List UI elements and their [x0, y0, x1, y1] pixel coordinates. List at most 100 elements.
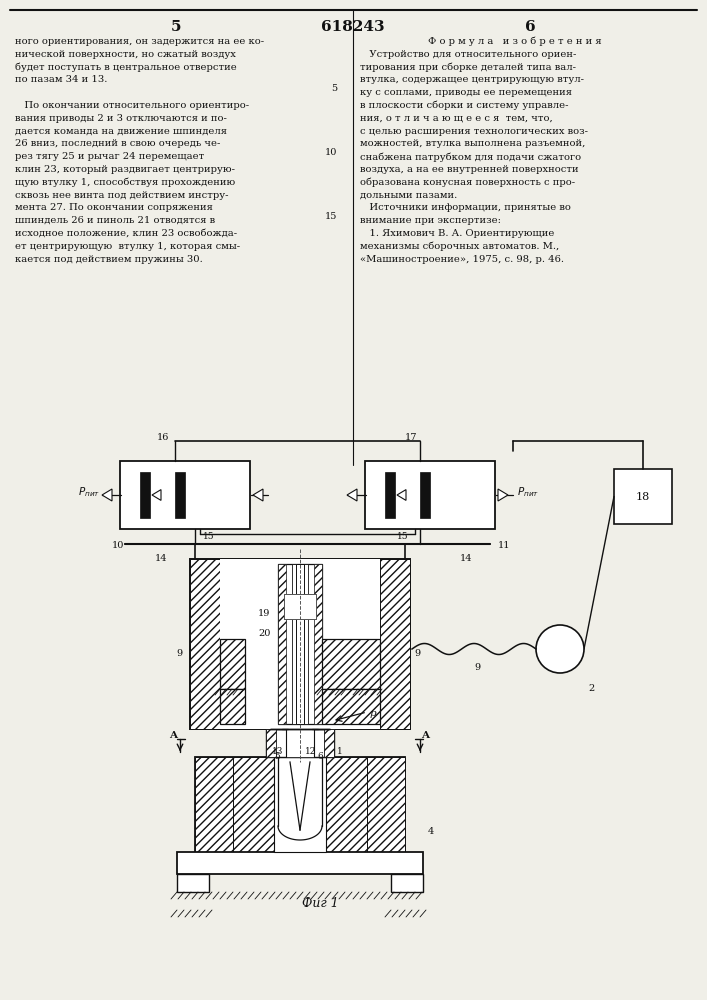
Text: ния, о т л и ч а ю щ е е с я  тем, что,: ния, о т л и ч а ю щ е е с я тем, что, [360, 114, 553, 123]
Polygon shape [152, 490, 161, 500]
Bar [195, 757, 233, 852]
Text: По окончании относительного ориентиро-: По окончании относительного ориентиро- [15, 101, 249, 110]
Text: 26 вниз, последний в свою очередь че-: 26 вниз, последний в свою очередь че- [15, 139, 221, 148]
Circle shape [536, 625, 584, 673]
Text: будет поступать в центральное отверстие: будет поступать в центральное отверстие [15, 63, 237, 72]
Text: дольными пазами.: дольными пазами. [360, 191, 457, 200]
Text: мента 27. По окончании сопряжения: мента 27. По окончании сопряжения [15, 203, 213, 212]
Bar [278, 564, 286, 724]
Bar [292, 564, 308, 724]
Text: 5: 5 [274, 752, 280, 761]
Text: вания приводы 2 и 3 отключаются и по-: вания приводы 2 и 3 отключаются и по- [15, 114, 227, 123]
Text: втулка, содержащее центрирующую втул-: втулка, содержащее центрирующую втул- [360, 75, 584, 84]
Text: 5: 5 [171, 20, 181, 34]
Text: 15: 15 [203, 532, 215, 541]
Bar [367, 757, 405, 852]
Text: 2: 2 [588, 684, 595, 693]
Bar [175, 472, 185, 518]
Text: Фиг 1: Фиг 1 [302, 897, 339, 910]
Bar [365, 461, 495, 529]
Text: 9: 9 [414, 649, 420, 658]
Bar [190, 559, 410, 729]
Text: 14: 14 [460, 554, 472, 563]
Bar [284, 594, 316, 619]
Text: в плоскости сборки и систему управле-: в плоскости сборки и систему управле- [360, 101, 568, 110]
Text: механизмы сборочных автоматов. М.,: механизмы сборочных автоматов. М., [360, 242, 559, 251]
Bar [614, 469, 672, 524]
Bar [420, 472, 430, 518]
Polygon shape [274, 757, 278, 852]
Text: сквозь нее винта под действием инстру-: сквозь нее винта под действием инстру- [15, 191, 228, 200]
Bar [391, 874, 423, 892]
Text: 19: 19 [258, 609, 270, 618]
Bar [322, 689, 380, 724]
Bar [284, 594, 316, 619]
Bar [326, 757, 367, 852]
Bar [220, 559, 380, 729]
Bar [322, 639, 380, 689]
Polygon shape [322, 757, 326, 852]
Text: внимание при экспертизе:: внимание при экспертизе: [360, 216, 501, 225]
Bar [140, 472, 150, 518]
Text: исходное положение, клин 23 освобожда-: исходное положение, клин 23 освобожда- [15, 229, 237, 238]
Text: дается команда на движение шпинделя: дается команда на движение шпинделя [15, 127, 227, 136]
Text: $M_1$: $M_1$ [552, 640, 568, 654]
Text: воздуха, а на ее внутренней поверхности: воздуха, а на ее внутренней поверхности [360, 165, 578, 174]
Text: 618243: 618243 [321, 20, 385, 34]
Text: $P_{пит}$: $P_{пит}$ [517, 485, 539, 499]
Text: ку с соплами, приводы ее перемещения: ку с соплами, приводы ее перемещения [360, 88, 572, 97]
Text: 12: 12 [305, 747, 316, 756]
Bar [220, 639, 245, 689]
Text: 1: 1 [337, 747, 343, 756]
Bar [296, 564, 304, 724]
Text: тирования при сборке деталей типа вал-: тирования при сборке деталей типа вал- [360, 63, 576, 72]
Text: 14: 14 [155, 554, 168, 563]
Text: p: p [370, 709, 377, 718]
Text: можностей, втулка выполнена разъемной,: можностей, втулка выполнена разъемной, [360, 139, 585, 148]
Text: кается под действием пружины 30.: кается под действием пружины 30. [15, 255, 203, 264]
Bar [177, 874, 209, 892]
Bar [314, 564, 322, 724]
Text: 5: 5 [331, 84, 337, 93]
Text: ного ориентирования, он задержится на ее ко-: ного ориентирования, он задержится на ее… [15, 37, 264, 46]
Bar [177, 852, 423, 874]
Text: клин 23, который раздвигает центрирую-: клин 23, который раздвигает центрирую- [15, 165, 235, 174]
Text: A: A [169, 731, 177, 740]
Text: 16: 16 [157, 433, 170, 442]
Text: нической поверхности, но сжатый воздух: нической поверхности, но сжатый воздух [15, 50, 236, 59]
Text: 9: 9 [474, 663, 480, 672]
Text: по пазам 34 и 13.: по пазам 34 и 13. [15, 75, 107, 84]
Polygon shape [253, 489, 263, 501]
Bar [385, 472, 395, 518]
Bar [120, 461, 250, 529]
Text: A: A [421, 731, 429, 740]
Bar [324, 729, 334, 757]
Bar [380, 559, 410, 729]
Text: образована конусная поверхность с про-: образована конусная поверхность с про- [360, 178, 575, 187]
Text: 10: 10 [112, 541, 124, 550]
Text: 4: 4 [428, 827, 434, 836]
Bar [266, 729, 276, 757]
Text: 17: 17 [405, 433, 418, 442]
Text: 11: 11 [498, 541, 510, 550]
Bar [274, 757, 326, 852]
Text: Устройство для относительного ориен-: Устройство для относительного ориен- [360, 50, 576, 59]
Text: «Машиностроение», 1975, с. 98, р. 46.: «Машиностроение», 1975, с. 98, р. 46. [360, 255, 564, 264]
Text: Ф о р м у л а   и з о б р е т е н и я: Ф о р м у л а и з о б р е т е н и я [428, 37, 602, 46]
Text: снабжена патрубком для подачи сжатого: снабжена патрубком для подачи сжатого [360, 152, 581, 162]
Text: $P_{пит}$: $P_{пит}$ [78, 485, 100, 499]
Text: щую втулку 1, способствуя прохождению: щую втулку 1, способствуя прохождению [15, 178, 235, 187]
Polygon shape [498, 489, 508, 501]
Text: 15: 15 [325, 212, 337, 221]
Text: 15: 15 [397, 532, 409, 541]
Polygon shape [102, 489, 112, 501]
Polygon shape [347, 489, 357, 501]
Text: 18: 18 [636, 491, 650, 502]
Bar [266, 729, 334, 757]
Bar [220, 689, 245, 724]
Text: ет центрирующую  втулку 1, которая смы-: ет центрирующую втулку 1, которая смы- [15, 242, 240, 251]
Text: 10: 10 [325, 148, 337, 157]
Bar [190, 559, 220, 729]
Polygon shape [397, 490, 406, 500]
Bar [278, 564, 322, 724]
